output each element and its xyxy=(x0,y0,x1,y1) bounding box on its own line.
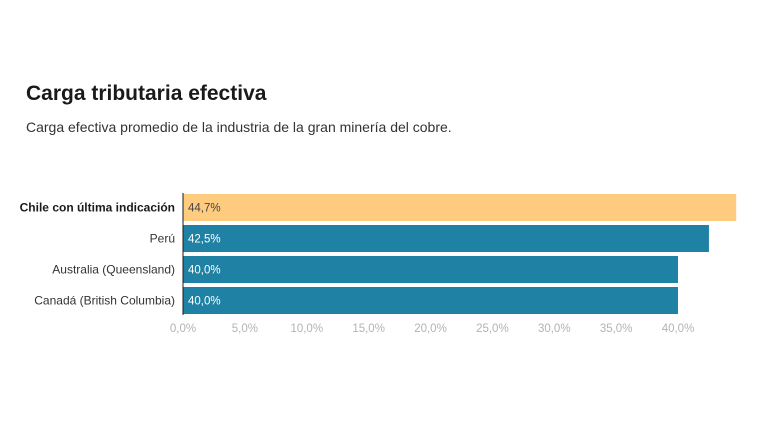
x-tick-label-5: 25,0% xyxy=(476,323,509,335)
x-tick-label-4: 20,0% xyxy=(414,323,447,335)
x-tick-label-1: 5,0% xyxy=(232,323,258,335)
category-label-2: Australia (Queensland) xyxy=(52,263,175,277)
x-axis-ticks: 0,0% 5,0% 10,0% 15,0% 20,0% 25,0% 30,0% 35,0% 40… xyxy=(170,323,694,335)
bar-0 xyxy=(183,194,737,221)
chart-subtitle: Carga efectiva promedio de la industria … xyxy=(26,119,452,135)
x-tick-label-0: 0,0% xyxy=(170,323,196,335)
category-labels: Chile con última indicación Perú Australia… xyxy=(20,201,175,308)
value-label-2: 40,0% xyxy=(188,265,221,277)
x-tick-label-3: 15,0% xyxy=(352,323,385,335)
bar-3 xyxy=(183,287,678,314)
x-tick-label-6: 30,0% xyxy=(538,323,571,335)
x-tick-label-7: 35,0% xyxy=(600,323,633,335)
category-label-3: Canadá (British Columbia) xyxy=(34,294,175,308)
category-label-1: Perú xyxy=(150,232,175,246)
bar-1 xyxy=(183,225,709,252)
bar-2 xyxy=(183,256,678,283)
x-tick-label-2: 10,0% xyxy=(290,323,323,335)
value-label-3: 40,0% xyxy=(188,296,221,308)
chart-title: Carga tributaria efectiva xyxy=(26,82,267,105)
category-label-0: Chile con última indicación xyxy=(20,201,175,215)
value-labels: 44,7% 42,5% 40,0% 40,0% xyxy=(188,203,221,308)
bars-layer xyxy=(183,194,737,314)
value-label-1: 42,5% xyxy=(188,234,221,246)
value-label-0: 44,7% xyxy=(188,203,221,215)
x-tick-label-8: 40,0% xyxy=(662,323,695,335)
